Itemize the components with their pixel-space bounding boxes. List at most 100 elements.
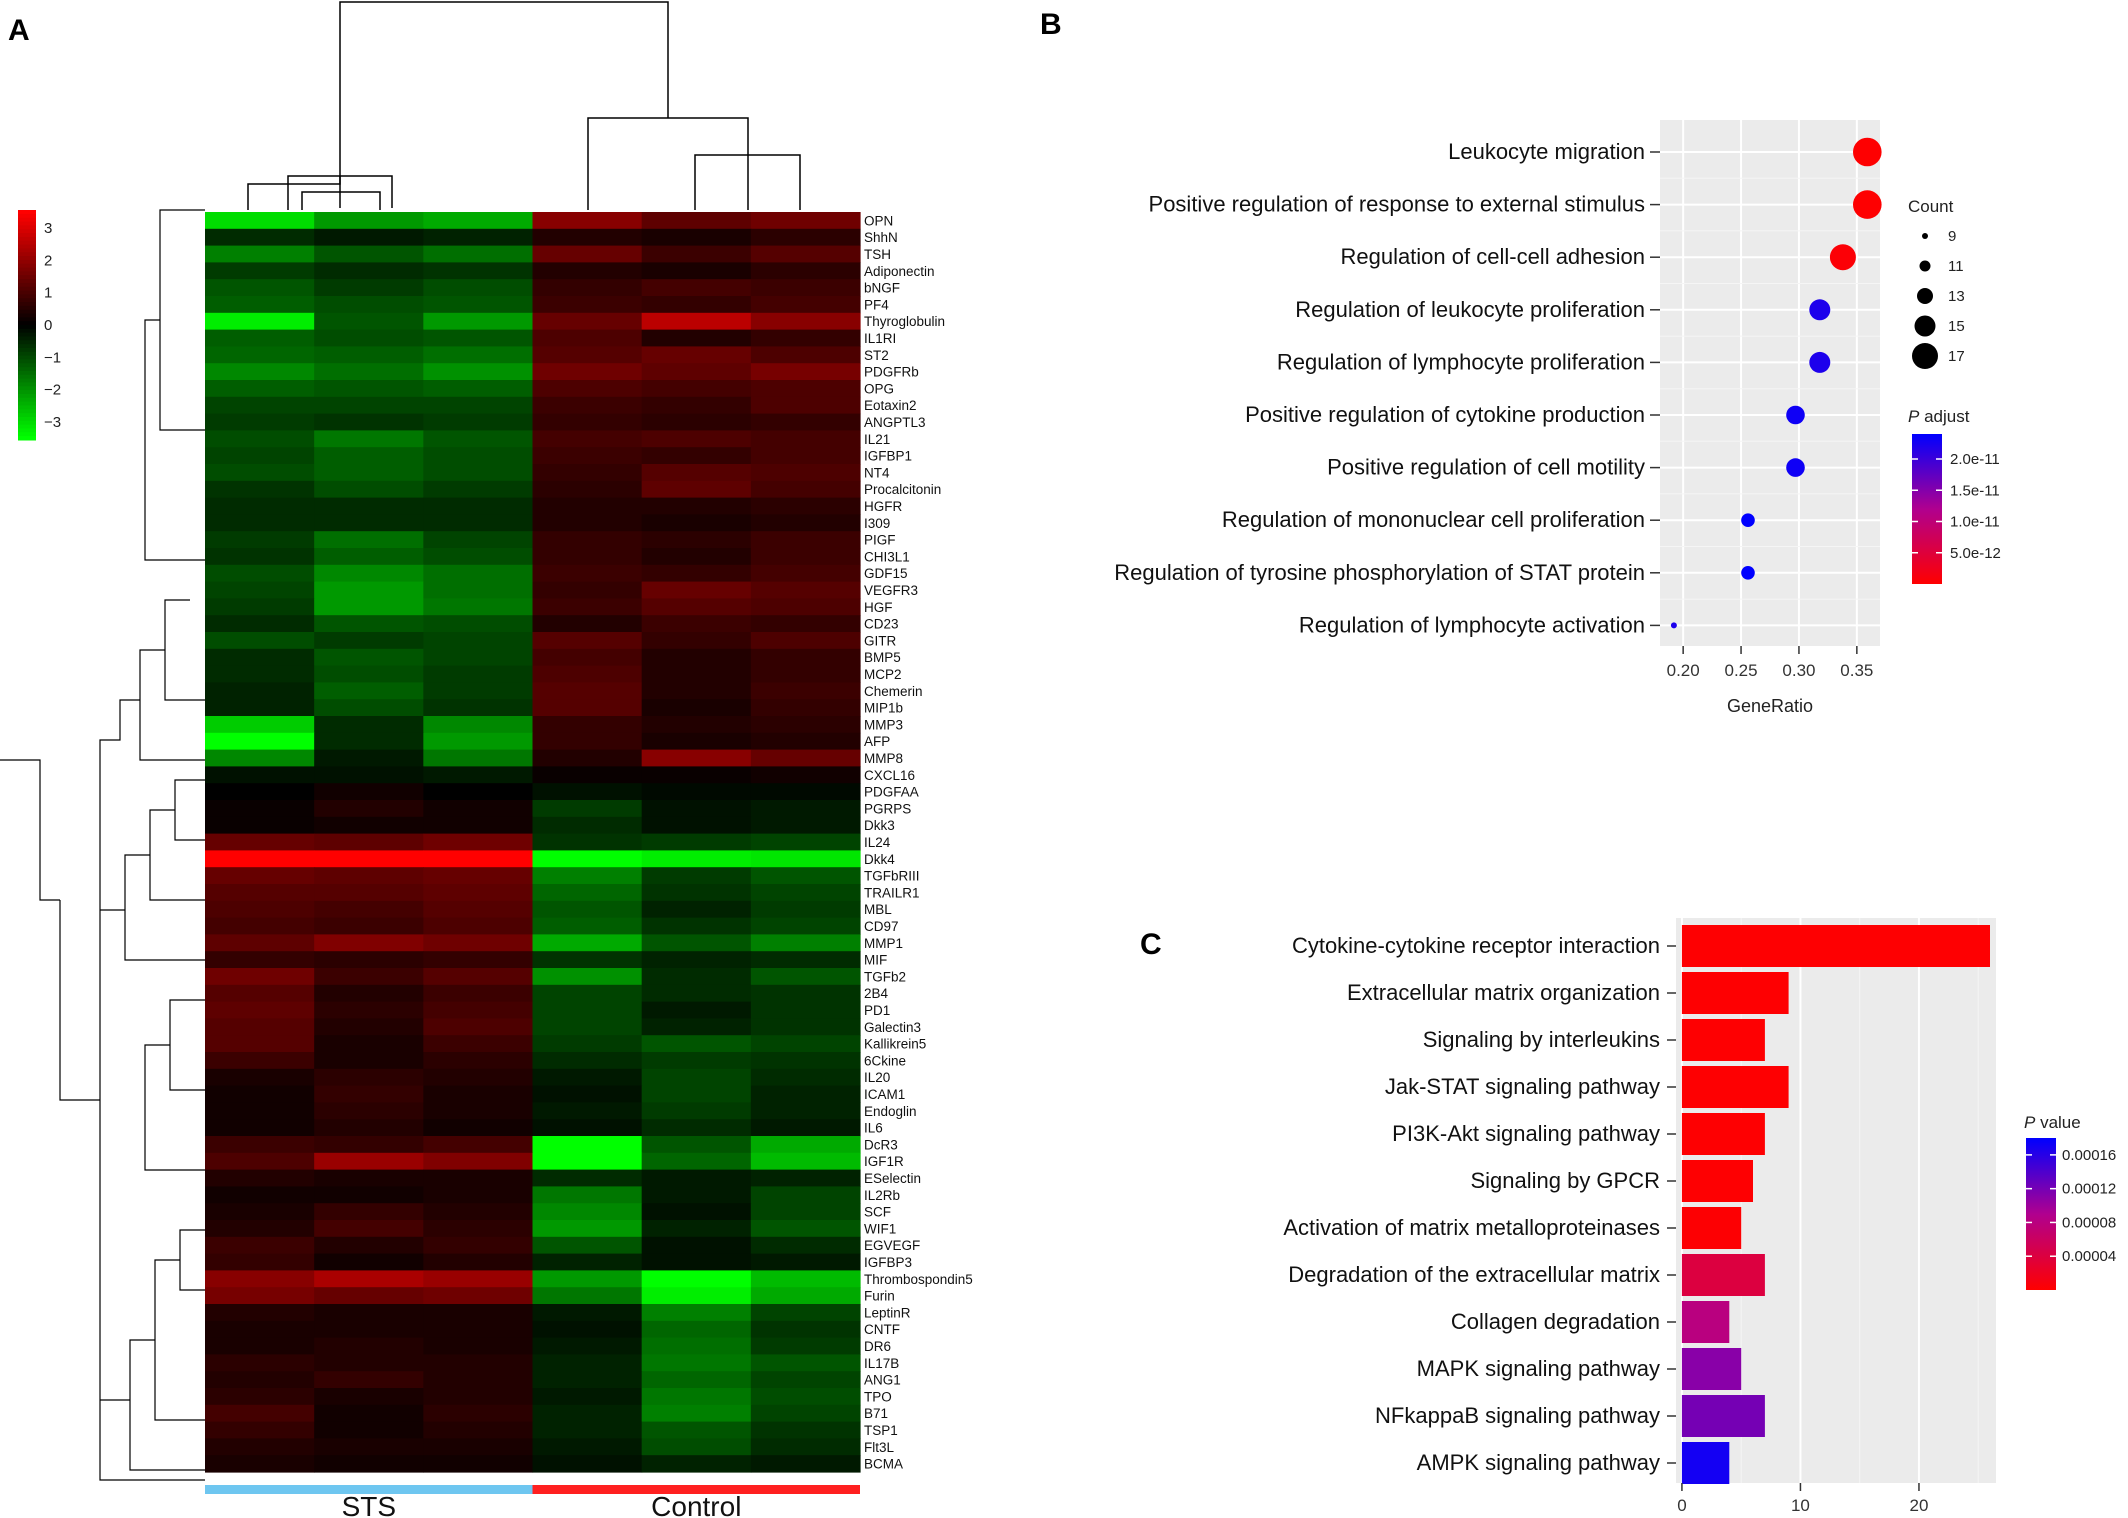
heatmap-row-label: bNGF [864,281,900,296]
color-key-segment [18,233,36,238]
color-key-segment [18,279,36,284]
heatmap-cell [205,1337,315,1355]
x-tick-label: 20 [1910,1496,1929,1515]
heatmap-cell [641,716,752,734]
heatmap-cell [205,1455,315,1473]
color-key-segment [18,294,36,299]
heatmap-cell [314,531,424,549]
heatmap-cell [205,1304,315,1322]
heatmap-cell [423,682,534,700]
heatmap-cell [314,1001,424,1019]
p-value-color-legend: P value 0.00016 0.00012 0.00008 0.00004 [2024,1113,2116,1290]
heatmap-cell [423,531,534,549]
heatmap-row-label: WIF1 [864,1221,896,1236]
heatmap-cell [314,380,424,398]
heatmap-cell [205,1001,315,1019]
heatmap-cell [205,867,315,885]
heatmap-cell [750,1455,861,1473]
heatmap-cell [750,1320,861,1339]
heatmap-cell [641,531,752,549]
heatmap-cell [750,296,861,314]
heatmap-row-label: IL17B [864,1356,899,1371]
heatmap-cell [750,464,861,482]
heatmap-cell [750,1337,861,1355]
color-key-segment [18,321,36,326]
dotplot-point [1741,513,1755,527]
heatmap-cell [423,1320,534,1339]
color-key-segment [18,332,36,337]
heatmap-cell [205,1236,315,1255]
heatmap-cell [532,228,643,247]
heatmap-cell [641,1253,752,1271]
color-key-segment [18,424,36,429]
color-key-segment [18,413,36,418]
heatmap-cell [750,732,861,751]
color-key-segment [18,390,36,395]
heatmap-row-label: TGFbRIII [864,869,920,884]
barplot-bar [1681,1019,1765,1061]
heatmap-cell [205,413,315,431]
p-adjust-legend-title: P adjust [1908,407,1970,426]
heatmap-cell [314,1186,424,1204]
heatmap-cell [205,716,315,734]
heatmap-cell [750,564,861,583]
color-key-segment [18,428,36,433]
heatmap-cell [423,732,534,751]
p-value-legend-title-rest: value [2035,1113,2080,1132]
heatmap-row-label: GDF15 [864,566,908,581]
heatmap-cell [205,900,315,919]
heatmap-cell [423,396,534,415]
heatmap-cell [423,1455,534,1473]
heatmap-cell [750,917,861,935]
heatmap-row-label: Chemerin [864,684,923,699]
heatmap-cell [205,480,315,499]
heatmap-row-label: SCF [864,1205,891,1220]
heatmap-cell [205,783,315,801]
color-key-segment [18,328,36,334]
heatmap-cell [314,800,424,818]
heatmap-cell [532,816,643,835]
heatmap-cell [641,514,752,532]
heatmap-cell [423,464,534,482]
x-tick-label: 0.25 [1725,661,1758,680]
heatmap-cell [205,1018,315,1036]
heatmap-cell [532,531,643,549]
heatmap-cell [532,867,643,885]
heatmap-cell [205,665,315,683]
heatmap-cell [532,279,643,297]
heatmap-cell [532,1119,643,1137]
heatmap-cell [641,312,752,331]
heatmap-cell [532,1152,643,1171]
heatmap-cell [314,732,424,751]
heatmap-cell [423,1438,534,1456]
heatmap-cell [750,1119,861,1137]
color-key-segment [18,359,36,364]
heatmap-cell [532,396,643,415]
heatmap-cell [314,413,424,431]
row-dendrogram [0,209,205,1481]
heatmap-cell [750,968,861,986]
heatmap-cell [314,1052,424,1070]
color-key-segment [18,302,36,307]
heatmap-cell [532,447,643,465]
heatmap-cell [750,396,861,415]
count-legend-dot [1922,233,1928,239]
barplot-term-label: PI3K-Akt signaling pathway [1392,1121,1660,1146]
heatmap-cell [423,934,534,952]
dotplot-points [1670,137,1882,629]
heatmap-cell [314,615,424,633]
heatmap-cell [641,1119,752,1137]
heatmap-cell [750,514,861,532]
heatmap-cell [532,1421,643,1439]
barplot-term-label: Collagen degradation [1451,1309,1660,1334]
barplot-bars [1681,925,1990,1484]
heatmap-cell [314,212,424,230]
color-key-segment [18,213,36,219]
heatmap-cell [750,1287,861,1305]
barplot-bar [1681,1348,1742,1390]
heatmap-cell [750,1220,861,1238]
dotplot-term-labels: Leukocyte migration Positive regulation o… [1114,139,1660,637]
heatmap-cell [423,1068,534,1087]
heatmap-cell [532,1236,643,1255]
heatmap-cell [423,1018,534,1036]
